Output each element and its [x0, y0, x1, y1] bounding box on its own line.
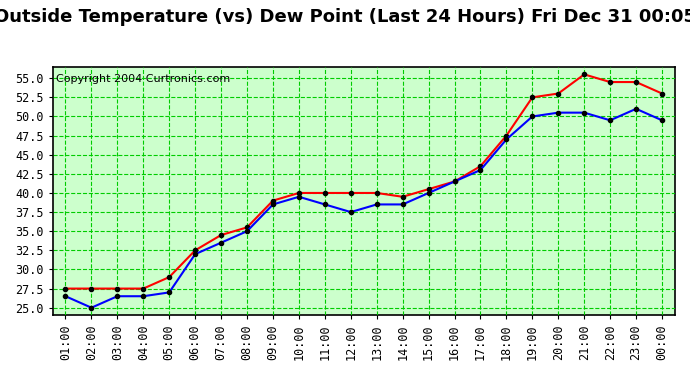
Text: Outside Temperature (vs) Dew Point (Last 24 Hours) Fri Dec 31 00:05: Outside Temperature (vs) Dew Point (Last…	[0, 8, 690, 26]
Text: Copyright 2004 Curtronics.com: Copyright 2004 Curtronics.com	[56, 74, 230, 84]
